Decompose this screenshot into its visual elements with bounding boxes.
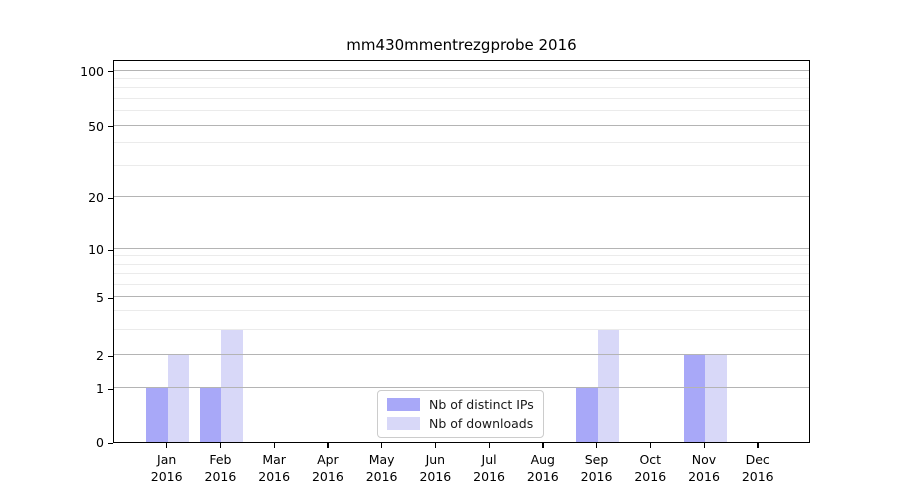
bar-distinct-ips-jan (146, 388, 168, 442)
y-tick-label-5: 5 (96, 290, 104, 306)
x-tick-label-dec: Dec 2016 (741, 452, 774, 484)
gridline-major-20 (114, 196, 809, 198)
gridline-minor-8 (114, 263, 809, 265)
gridline-minor-9 (114, 255, 809, 257)
x-tick-label-apr: Apr 2016 (311, 452, 344, 484)
y-tick-label-20: 20 (88, 190, 104, 206)
x-tick-mark-feb (219, 443, 222, 448)
gridline-major-5 (114, 296, 809, 298)
x-tick-mark-mar (273, 443, 275, 448)
y-tick-mark-0 (108, 442, 113, 444)
x-tick-mark-jul (488, 443, 490, 448)
legend-label-downloads: Nb of downloads (429, 415, 534, 431)
gridline-minor-6 (114, 283, 809, 285)
x-tick-label-nov: Nov 2016 (688, 452, 720, 484)
y-tick-label-10: 10 (88, 242, 104, 257)
x-tick-mark-dec (757, 443, 759, 448)
x-tick-label-feb: Feb 2016 (204, 452, 237, 484)
x-tick-label-jun: Jun 2016 (419, 452, 452, 484)
gridline-minor-70 (114, 98, 809, 99)
gridline-major-10 (114, 248, 809, 249)
x-tick-label-aug: Aug 2016 (526, 452, 559, 484)
gridline-minor-90 (114, 78, 809, 80)
x-tick-mark-jan (166, 443, 168, 448)
x-tick-label-jul: Jul 2016 (473, 452, 505, 484)
x-tick-mark-apr (327, 443, 329, 448)
bar-distinct-ips-feb (199, 388, 222, 442)
legend-item-distinct-ips: Nb of distinct IPs (387, 397, 534, 412)
y-tick-mark-5 (108, 297, 113, 300)
bar-downloads-jan (167, 355, 190, 442)
y-tick-label-2: 2 (96, 348, 104, 363)
x-tick-mark-oct (649, 443, 652, 448)
bar-downloads-sep (597, 329, 620, 442)
y-tick-mark-20 (108, 197, 113, 200)
x-tick-label-sep: Sep 2016 (580, 452, 613, 484)
gridline-minor-4 (114, 310, 809, 312)
x-tick-mark-sep (596, 443, 598, 448)
x-tick-mark-jun (434, 443, 437, 448)
x-tick-label-may: May 2016 (365, 452, 398, 484)
y-tick-label-1: 1 (96, 381, 104, 396)
x-tick-label-jan: Jan 2016 (150, 452, 183, 484)
y-tick-mark-50 (108, 126, 113, 128)
x-tick-label-mar: Mar 2016 (258, 452, 291, 484)
gridline-minor-30 (114, 164, 809, 166)
y-tick-mark-10 (108, 249, 113, 251)
legend: Nb of distinct IPs Nb of downloads (377, 390, 544, 438)
gridline-minor-7 (114, 272, 809, 274)
y-tick-label-100: 100 (80, 63, 104, 79)
gridline-major-100 (114, 69, 809, 71)
legend-swatch-distinct-ips (387, 398, 420, 412)
legend-item-downloads: Nb of downloads (387, 416, 534, 431)
y-tick-mark-100 (108, 71, 113, 73)
x-tick-label-oct: Oct 2016 (634, 452, 667, 484)
plot-area (113, 60, 810, 443)
y-tick-mark-1 (108, 388, 113, 390)
y-tick-label-50: 50 (88, 118, 104, 134)
legend-swatch-downloads (387, 416, 420, 430)
gridline-minor-40 (114, 142, 809, 144)
y-tick-mark-2 (108, 355, 113, 357)
gridline-minor-3 (114, 328, 809, 330)
y-tick-label-0: 0 (96, 435, 104, 450)
bar-downloads-nov (705, 355, 727, 442)
gridline-minor-80 (114, 87, 809, 89)
x-tick-mark-nov (703, 443, 705, 448)
bar-distinct-ips-sep (576, 388, 598, 442)
x-tick-mark-aug (542, 443, 544, 448)
bar-distinct-ips-nov (683, 355, 705, 442)
bar-downloads-feb (221, 329, 243, 442)
x-tick-mark-may (381, 443, 383, 448)
legend-label-distinct-ips: Nb of distinct IPs (429, 397, 534, 413)
gridline-major-50 (114, 124, 809, 126)
gridline-minor-60 (114, 110, 809, 112)
chart-title: mm430mmentrezgprobe 2016 (346, 36, 577, 54)
